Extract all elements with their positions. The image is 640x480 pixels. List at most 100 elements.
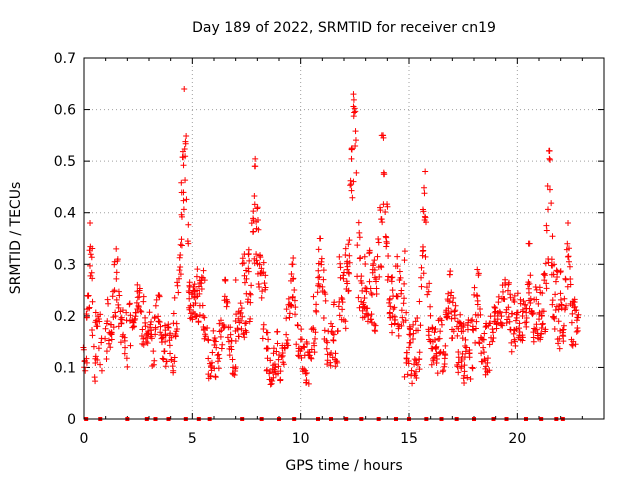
data-point [338,294,345,301]
data-point [105,340,112,347]
data-point [556,335,563,342]
data-point [157,329,164,336]
data-point [96,318,103,325]
data-point [298,354,305,361]
data-point [117,339,124,346]
data-point [216,355,223,362]
data-point [564,253,571,260]
data-point [356,304,363,311]
data-point [334,327,341,334]
data-point [489,326,496,333]
data-point [201,335,208,342]
data-point [240,331,247,338]
data-point [186,306,193,313]
data-point [250,228,257,235]
data-point [212,338,219,345]
data-point [196,290,203,297]
data-point [533,321,540,328]
data-point [391,304,398,311]
data-point [569,310,576,317]
data-point [253,257,260,264]
data-point [136,287,143,294]
data-point [360,299,367,306]
data-point [140,293,147,300]
y-tick-label: 0.5 [54,154,76,170]
data-point [151,314,158,321]
data-point [111,287,118,294]
data-point [241,279,248,286]
data-point [415,327,422,334]
data-point [394,263,401,270]
data-point [575,311,582,318]
data-point [292,304,299,311]
data-point [277,376,284,383]
data-point [240,260,247,267]
data-point [551,261,558,268]
data-point [366,249,373,256]
data-point [433,344,440,351]
data-point [374,253,381,260]
data-point [530,334,537,341]
data-point [561,295,568,302]
data-point [183,196,190,203]
data-point [246,257,253,264]
data-point [214,352,221,359]
y-axis-label: SRMTID / TECUs [8,182,24,295]
data-point [418,274,425,281]
data-point [478,350,485,357]
data-point [237,309,244,316]
data-point [223,296,230,303]
data-point [337,264,344,271]
data-point [318,261,325,268]
data-point [122,344,129,351]
data-point [386,295,393,302]
data-point [247,315,254,322]
data-point [372,322,379,329]
data-point [97,311,104,318]
data-point [446,298,453,305]
data-point [178,213,185,220]
data-point [186,289,193,296]
data-point [142,314,149,321]
data-point [464,374,471,381]
data-point [410,330,417,337]
data-point [395,332,402,339]
data-point [215,365,222,372]
data-point [301,366,308,373]
x-tick-label: 15 [400,431,418,447]
data-point [230,371,237,378]
data-point [89,327,96,334]
data-point [409,335,416,342]
data-point [455,325,462,332]
data-point [455,359,462,366]
data-point [92,309,99,316]
data-point [170,367,177,374]
data-point [135,303,142,310]
data-point [252,163,259,170]
data-point [243,329,250,336]
data-point [516,325,523,332]
data-point [257,254,264,261]
data-point [108,329,115,336]
data-point [473,318,480,325]
y-tick-label: 0 [67,412,76,428]
tick-layer: 0 0.1 0.2 0.3 0.4 0.5 0.6 0.7 0 5 10 15 20 [54,51,604,447]
data-point [199,302,206,309]
data-point [238,317,245,324]
data-point [486,341,493,348]
data-point [372,328,379,335]
data-point [448,309,455,316]
data-point [398,307,405,314]
data-point [168,334,175,341]
data-point [176,254,183,261]
data-point [287,301,294,308]
data-point [97,361,104,368]
data-point [359,287,366,294]
data-point [112,313,119,320]
data-point [192,293,199,300]
data-point [546,186,553,193]
data-point [241,272,248,279]
data-point [219,341,226,348]
data-point [398,322,405,329]
data-point [108,336,115,343]
